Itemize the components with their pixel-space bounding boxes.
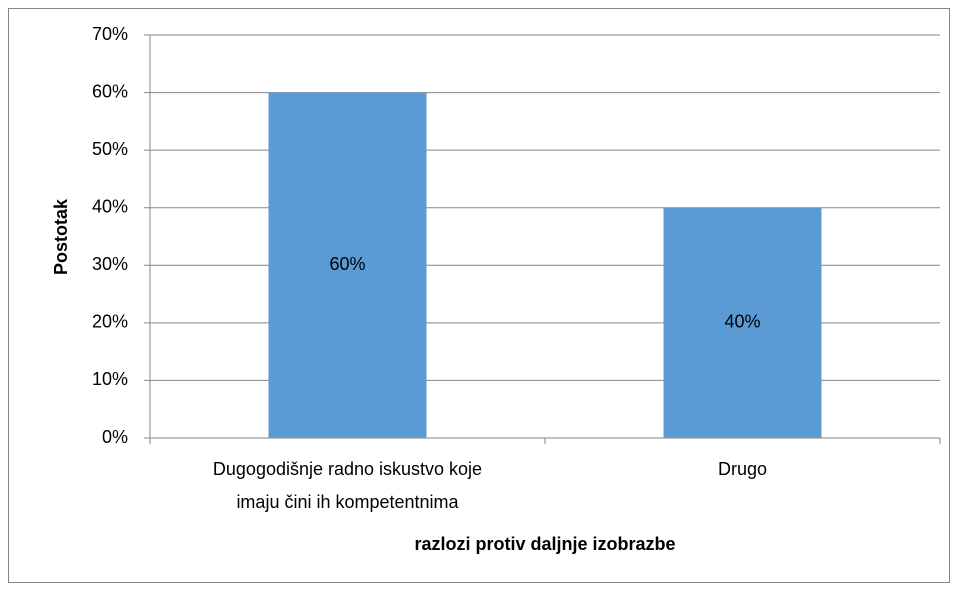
- y-tick-label: 0%: [102, 427, 128, 447]
- data-label: 60%: [329, 254, 365, 274]
- y-tick-label: 20%: [92, 312, 128, 332]
- bar: [663, 207, 822, 438]
- y-tick-label: 40%: [92, 196, 128, 216]
- chart-border: [8, 8, 950, 583]
- y-tick-label: 70%: [92, 24, 128, 44]
- x-axis-title: razlozi protiv daljnje izobrazbe: [414, 534, 675, 554]
- x-tick-label: Drugo: [717, 459, 768, 479]
- y-axis-title: Postotak: [51, 198, 71, 275]
- y-tick-label: 10%: [92, 369, 128, 389]
- bar: [268, 92, 427, 439]
- y-tick-label: 50%: [92, 139, 128, 159]
- y-tick-label: 60%: [92, 81, 128, 101]
- y-tick-label: 30%: [92, 254, 128, 274]
- x-tick-label: Dugogodišnje radno iskustvo koje imaju č…: [212, 459, 483, 512]
- data-label: 40%: [724, 312, 760, 332]
